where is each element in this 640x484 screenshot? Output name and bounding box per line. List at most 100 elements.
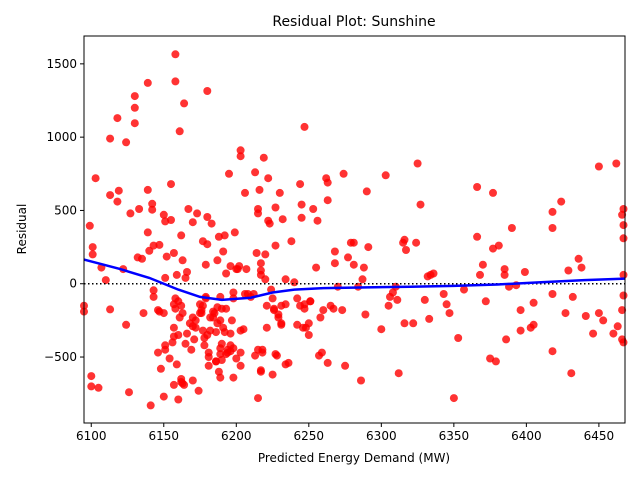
data-point [341,361,350,370]
data-point [217,339,226,348]
data-point [300,304,309,313]
data-point [381,171,390,180]
data-point [400,319,409,328]
data-point [138,254,146,263]
data-point [429,269,438,278]
data-point [236,152,245,161]
data-point [139,309,148,318]
data-point [167,180,175,189]
data-point [239,325,248,334]
data-point [254,394,262,403]
data-point [323,358,332,367]
data-point [177,231,186,240]
data-point [577,263,586,272]
data-point [416,200,425,209]
data-point [106,134,115,143]
data-point [201,260,210,269]
chart-title: Residual Plot: Sunshine [272,14,435,30]
x-axis: 6100 6150 6200 6250 6300 6350 6400 6450 [76,423,614,443]
data-point [204,353,213,361]
data-point [156,364,165,373]
x-tick-label: 6350 [439,429,470,443]
data-point [442,300,451,309]
data-point [599,316,608,325]
data-point [402,246,410,254]
data-point [262,301,271,310]
data-point [143,185,152,194]
data-point [330,247,339,256]
data-point [613,322,622,331]
data-point [183,268,191,276]
data-point [281,275,290,284]
data-point [122,138,131,147]
data-point [88,243,97,252]
data-point [460,285,468,294]
data-point [507,224,516,232]
data-point [236,348,245,357]
data-point [581,312,590,320]
plot-frame [83,35,626,424]
x-tick-label: 6150 [148,429,179,443]
data-point [135,205,144,213]
data-point [187,345,196,354]
x-tick-label: 6300 [366,429,397,443]
data-point [323,196,332,205]
data-point [357,376,365,385]
data-point [197,309,206,318]
data-point [476,270,484,279]
data-point [178,256,187,265]
data-point [180,99,189,108]
data-point [384,301,393,310]
data-point [574,254,583,263]
data-point [473,232,482,241]
data-point [400,235,409,244]
data-point [330,259,339,268]
data-point [113,197,122,206]
data-point [306,297,315,306]
data-point [561,309,570,318]
y-axis: −500 0 500 1000 1500 [44,57,84,364]
y-tick-label: 500 [54,203,77,217]
data-point [548,290,557,298]
data-point [172,360,181,369]
data-point [204,361,213,370]
data-point [275,188,284,197]
data-point [619,338,628,347]
data-point [567,369,576,378]
data-point [222,304,231,313]
data-point [304,319,313,328]
data-point [500,270,509,279]
data-point [290,278,299,287]
data-point [316,313,325,322]
data-point [271,241,280,250]
data-point [230,228,239,237]
x-tick-label: 6450 [584,429,615,443]
trend-layer [83,258,626,302]
data-point [159,392,168,401]
data-point [235,262,244,271]
data-point [618,306,627,315]
data-point [227,316,236,325]
data-point [287,237,296,246]
data-point [91,174,100,183]
data-point [174,395,183,404]
data-point [323,178,332,187]
x-tick-label: 6400 [511,429,542,443]
data-point [296,180,305,189]
data-point [259,153,268,162]
points-layer [80,50,628,410]
data-point [219,247,228,256]
data-point [148,199,157,208]
data-point [88,250,97,259]
data-point [87,372,96,381]
data-point [268,370,277,379]
data-point [278,215,287,224]
data-point [188,376,197,385]
data-point [548,224,557,232]
data-point [188,218,197,227]
y-tick-label: 0 [69,277,77,291]
data-point [339,169,348,178]
data-point [491,357,500,366]
data-point [349,238,358,247]
